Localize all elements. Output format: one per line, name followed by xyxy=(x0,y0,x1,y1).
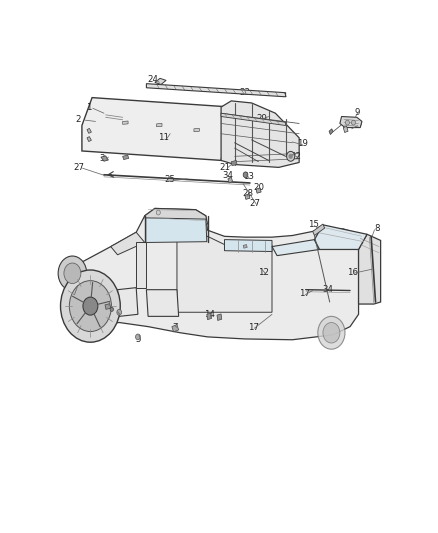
Polygon shape xyxy=(105,304,111,309)
Polygon shape xyxy=(221,101,299,167)
Polygon shape xyxy=(243,245,247,248)
Text: 20: 20 xyxy=(253,183,264,191)
Text: 3: 3 xyxy=(99,154,105,163)
Polygon shape xyxy=(145,208,208,224)
Polygon shape xyxy=(155,78,166,84)
Polygon shape xyxy=(156,124,162,127)
Polygon shape xyxy=(340,117,362,127)
Polygon shape xyxy=(224,240,272,252)
Polygon shape xyxy=(231,160,237,166)
Text: 17: 17 xyxy=(299,289,310,298)
Polygon shape xyxy=(146,84,286,97)
Polygon shape xyxy=(146,218,207,243)
Polygon shape xyxy=(87,128,92,133)
Circle shape xyxy=(69,281,111,332)
Text: 5: 5 xyxy=(111,306,117,316)
Polygon shape xyxy=(87,136,92,142)
Text: 27: 27 xyxy=(250,199,261,208)
Text: 27: 27 xyxy=(73,163,84,172)
Polygon shape xyxy=(123,155,129,159)
Circle shape xyxy=(323,322,340,343)
Polygon shape xyxy=(313,224,325,236)
Circle shape xyxy=(156,210,160,215)
Polygon shape xyxy=(221,113,286,126)
Polygon shape xyxy=(359,235,381,304)
Text: 12: 12 xyxy=(258,268,269,277)
Polygon shape xyxy=(136,243,146,288)
Polygon shape xyxy=(194,128,199,132)
Text: 5: 5 xyxy=(135,335,141,344)
Polygon shape xyxy=(217,314,222,320)
Polygon shape xyxy=(228,177,233,183)
Polygon shape xyxy=(272,240,320,256)
Text: 29: 29 xyxy=(256,114,267,123)
Polygon shape xyxy=(207,313,212,320)
Text: 16: 16 xyxy=(347,268,358,277)
Text: 10: 10 xyxy=(351,120,362,129)
Circle shape xyxy=(110,308,113,311)
Text: 21: 21 xyxy=(219,163,230,172)
Circle shape xyxy=(60,270,120,342)
Polygon shape xyxy=(343,126,348,133)
Circle shape xyxy=(345,120,350,125)
Text: 19: 19 xyxy=(297,140,308,149)
Polygon shape xyxy=(177,236,272,312)
Text: 6: 6 xyxy=(105,297,110,306)
Text: 2: 2 xyxy=(76,115,81,124)
Polygon shape xyxy=(245,194,250,199)
Circle shape xyxy=(135,334,140,340)
Circle shape xyxy=(351,120,356,125)
Circle shape xyxy=(58,256,87,290)
Circle shape xyxy=(83,297,98,315)
Polygon shape xyxy=(172,325,179,332)
Text: 28: 28 xyxy=(243,189,254,198)
Circle shape xyxy=(117,309,122,315)
Text: 4: 4 xyxy=(67,289,73,298)
Text: 25: 25 xyxy=(165,175,176,184)
Polygon shape xyxy=(314,225,367,249)
Text: 1: 1 xyxy=(86,102,92,111)
Text: 7: 7 xyxy=(173,323,178,332)
Circle shape xyxy=(318,317,345,349)
Text: 15: 15 xyxy=(308,220,319,229)
Circle shape xyxy=(289,154,292,158)
Text: 9: 9 xyxy=(354,108,360,117)
Text: 14: 14 xyxy=(204,310,215,319)
Text: 23: 23 xyxy=(239,88,251,97)
Text: 13: 13 xyxy=(243,172,254,181)
Text: 22: 22 xyxy=(290,152,301,161)
Polygon shape xyxy=(101,156,108,161)
Text: 17: 17 xyxy=(248,323,259,332)
Polygon shape xyxy=(329,129,333,134)
Polygon shape xyxy=(82,98,231,160)
Text: 26: 26 xyxy=(107,305,118,314)
Polygon shape xyxy=(146,290,179,317)
Text: 34: 34 xyxy=(322,285,333,294)
Text: 8: 8 xyxy=(374,224,380,233)
Circle shape xyxy=(64,263,81,284)
Text: 11: 11 xyxy=(158,133,169,142)
Text: 24: 24 xyxy=(148,75,159,84)
Circle shape xyxy=(243,172,248,177)
Text: 34: 34 xyxy=(223,171,233,180)
Circle shape xyxy=(286,151,295,161)
Polygon shape xyxy=(117,288,138,317)
Polygon shape xyxy=(65,208,359,340)
Polygon shape xyxy=(123,121,128,124)
Polygon shape xyxy=(111,232,145,255)
Polygon shape xyxy=(256,188,261,193)
